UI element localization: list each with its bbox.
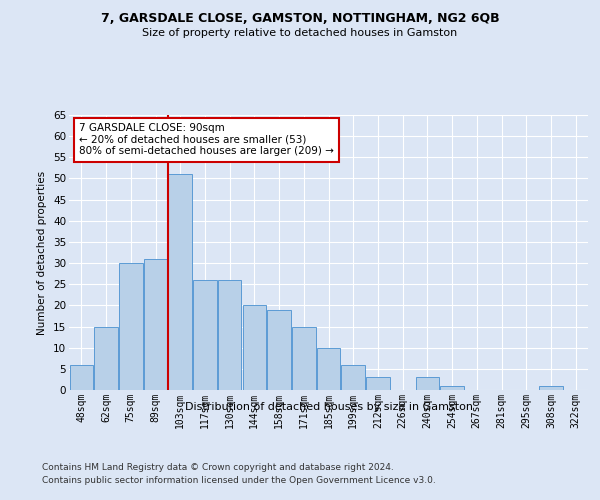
Bar (119, 263, 143, 390)
Bar (292, 326, 316, 390)
Text: 7, GARSDALE CLOSE, GAMSTON, NOTTINGHAM, NG2 6QB: 7, GARSDALE CLOSE, GAMSTON, NOTTINGHAM, … (101, 12, 499, 26)
Bar (169, 174, 192, 390)
Bar (268, 310, 291, 390)
Bar (317, 348, 340, 390)
Text: Distribution of detached houses by size in Gamston: Distribution of detached houses by size … (185, 402, 473, 412)
Bar (144, 259, 167, 390)
Bar (218, 280, 241, 390)
Bar (366, 378, 389, 390)
Bar (193, 280, 217, 390)
Y-axis label: Number of detached properties: Number of detached properties (37, 170, 47, 334)
Bar (94, 326, 118, 390)
Text: 7 GARSDALE CLOSE: 90sqm
← 20% of detached houses are smaller (53)
80% of semi-de: 7 GARSDALE CLOSE: 90sqm ← 20% of detache… (79, 123, 334, 156)
Bar (70, 364, 93, 390)
Bar (440, 386, 464, 390)
Bar (416, 378, 439, 390)
Bar (539, 386, 563, 390)
Text: Contains public sector information licensed under the Open Government Licence v3: Contains public sector information licen… (42, 476, 436, 485)
Bar (341, 364, 365, 390)
Text: Contains HM Land Registry data © Crown copyright and database right 2024.: Contains HM Land Registry data © Crown c… (42, 462, 394, 471)
Text: Size of property relative to detached houses in Gamston: Size of property relative to detached ho… (142, 28, 458, 38)
Bar (242, 306, 266, 390)
